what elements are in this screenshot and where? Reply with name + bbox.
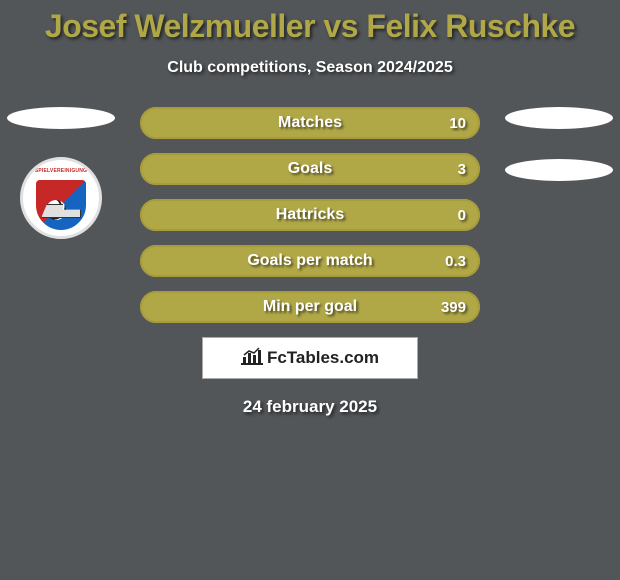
player-left-column: SPIELVEREINIGUNG: [6, 107, 116, 239]
crest-stadium-icon: [41, 204, 81, 218]
player-right-name-pill: [505, 107, 613, 129]
player-right-crest-pill: [505, 159, 613, 181]
stat-bar: Matches 10: [140, 107, 480, 139]
stat-label: Goals: [140, 153, 480, 185]
player-left-crest: SPIELVEREINIGUNG: [20, 157, 102, 239]
stat-bar: Min per goal 399: [140, 291, 480, 323]
page-title: Josef Welzmueller vs Felix Ruschke: [0, 0, 620, 45]
stat-bar: Goals 3: [140, 153, 480, 185]
stat-label: Min per goal: [140, 291, 480, 323]
stat-label: Matches: [140, 107, 480, 139]
brand-chart-icon: [241, 346, 263, 371]
stat-bars: Matches 10 Goals 3 Hattricks 0 Goals per…: [140, 107, 480, 323]
stat-value: 0.3: [445, 245, 466, 277]
player-left-name-pill: [7, 107, 115, 129]
stat-bar: Hattricks 0: [140, 199, 480, 231]
player-right-column: [504, 107, 614, 181]
stat-value: 399: [441, 291, 466, 323]
crest-top-text: SPIELVEREINIGUNG: [23, 168, 99, 174]
stat-value: 3: [458, 153, 466, 185]
date-text: 24 february 2025: [0, 397, 620, 417]
comparison-area: SPIELVEREINIGUNG Matches 10 Goals 3 Hat: [0, 107, 620, 417]
stat-bar: Goals per match 0.3: [140, 245, 480, 277]
brand-text: FcTables.com: [267, 348, 379, 368]
stat-label: Hattricks: [140, 199, 480, 231]
stat-value: 10: [449, 107, 466, 139]
stat-value: 0: [458, 199, 466, 231]
stat-label: Goals per match: [140, 245, 480, 277]
brand-box: FcTables.com: [202, 337, 418, 379]
crest-shield: [34, 178, 88, 232]
page-subtitle: Club competitions, Season 2024/2025: [0, 59, 620, 77]
